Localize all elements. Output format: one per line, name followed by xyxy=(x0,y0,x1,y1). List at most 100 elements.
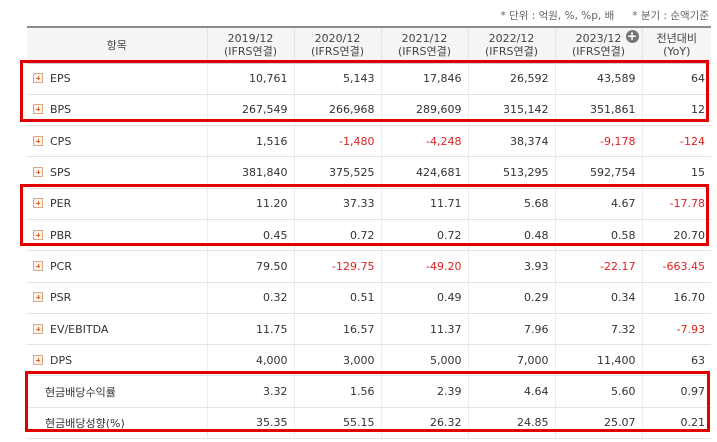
table-row: BPS 267,549 266,968 289,609 315,142 351,861 12 xyxy=(27,94,711,127)
cell-value: 55.15 xyxy=(293,407,381,440)
row-label-text: BPS xyxy=(50,103,72,117)
cell-value: 11,400 xyxy=(554,344,642,377)
expand-plus-icon[interactable] xyxy=(33,229,43,240)
cell-value: 25.07 xyxy=(554,407,642,440)
cell-value: 16.57 xyxy=(293,313,381,346)
column-header-item: 항목 xyxy=(27,26,207,64)
table-row: PER 11.20 37.33 11.71 5.68 4.67 -17.78 xyxy=(27,188,711,220)
expand-plus-icon[interactable] xyxy=(33,198,43,209)
expand-plus-icon[interactable] xyxy=(33,73,43,84)
cell-value: 16.70 xyxy=(641,282,711,314)
cell-value: 381,840 xyxy=(206,156,294,189)
cell-value: -22.17 xyxy=(554,250,642,283)
expand-plus-icon[interactable] xyxy=(33,104,43,115)
cell-value: 12 xyxy=(641,94,711,127)
cell-value: 424,681 xyxy=(380,156,468,189)
column-header-2021: 2021/12 (IFRS연결) xyxy=(380,26,468,64)
table-header-row: 항목 2019/12 (IFRS연결) 2020/12 (IFRS연결) 2021/… xyxy=(27,26,711,64)
cell-value: 37.33 xyxy=(293,188,381,220)
column-header-2022: 2022/12 (IFRS연결) xyxy=(467,26,555,64)
cell-value: 315,142 xyxy=(467,94,555,127)
cell-value: 0.97 xyxy=(641,375,711,408)
expand-plus-icon[interactable] xyxy=(33,292,43,303)
cell-value: 15 xyxy=(641,156,711,189)
row-label[interactable]: PBR xyxy=(27,219,207,252)
row-label-text: EV/EBITDA xyxy=(50,322,109,336)
cell-value: 289,609 xyxy=(380,94,468,127)
cell-value: 2.39 xyxy=(380,375,468,408)
row-label[interactable]: CPS xyxy=(27,125,207,158)
cell-value: 0.45 xyxy=(206,219,294,252)
cell-value: 11.75 xyxy=(206,313,294,346)
row-label[interactable]: PER xyxy=(27,188,207,220)
cell-value: 0.49 xyxy=(380,282,468,314)
expand-plus-icon[interactable] xyxy=(33,354,43,365)
cell-value: 20.70 xyxy=(641,219,711,252)
column-header-2023: 2023/12 (IFRS연결) + xyxy=(554,26,642,64)
cell-value: 375,525 xyxy=(293,156,381,189)
cell-value: 11.37 xyxy=(380,313,468,346)
cell-value: 5.68 xyxy=(467,188,555,220)
cell-value: 0.21 xyxy=(641,407,711,440)
cell-value: 267,549 xyxy=(206,94,294,127)
cell-value: 351,861 xyxy=(554,94,642,127)
column-header-2019: 2019/12 (IFRS연결) xyxy=(206,26,294,64)
cell-value: 26,592 xyxy=(467,63,555,95)
table-row: PSR 0.32 0.51 0.49 0.29 0.34 16.70 xyxy=(27,282,711,314)
cell-value: 35.35 xyxy=(206,407,294,440)
table-row: EPS 10,761 5,143 17,846 26,592 43,589 64 xyxy=(27,63,711,95)
cell-value: -49.20 xyxy=(380,250,468,283)
cell-value: 3.93 xyxy=(467,250,555,283)
quarter-note: * 분기 : 순액기준 xyxy=(632,10,709,22)
cell-value: -4,248 xyxy=(380,125,468,158)
row-label-text: PBR xyxy=(50,228,72,242)
expand-plus-icon[interactable] xyxy=(33,167,43,178)
expand-plus-icon[interactable] xyxy=(33,260,43,271)
cell-value: 24.85 xyxy=(467,407,555,440)
cell-value: -7.93 xyxy=(641,313,711,346)
expand-plus-icon[interactable] xyxy=(33,135,43,146)
cell-value: 0.72 xyxy=(293,219,381,252)
table-row: PCR 79.50 -129.75 -49.20 3.93 -22.17 -663.45 xyxy=(27,250,711,283)
unit-note: * 단위 : 억원, %, %p, 배 xyxy=(500,10,615,22)
cell-value: 4,000 xyxy=(206,344,294,377)
cell-value: 1.56 xyxy=(293,375,381,408)
row-label[interactable]: EPS xyxy=(27,63,207,95)
cell-value: -663.45 xyxy=(641,250,711,283)
row-label-text: DPS xyxy=(50,353,73,367)
add-column-icon[interactable]: + xyxy=(625,29,639,43)
cell-value: -9,178 xyxy=(554,125,642,158)
cell-value: 0.72 xyxy=(380,219,468,252)
cell-value: 3,000 xyxy=(293,344,381,377)
cell-value: 3.32 xyxy=(206,375,294,408)
row-label[interactable]: PCR xyxy=(27,250,207,283)
cell-value: 4.67 xyxy=(554,188,642,220)
row-label-text: EPS xyxy=(50,72,71,86)
cell-value: 5.60 xyxy=(554,375,642,408)
cell-value: 513,295 xyxy=(467,156,555,189)
table-row: EV/EBITDA 11.75 16.57 11.37 7.96 7.32 -7.93 xyxy=(27,313,711,346)
row-label[interactable]: PSR xyxy=(27,282,207,314)
cell-value: 11.71 xyxy=(380,188,468,220)
row-label[interactable]: DPS xyxy=(27,344,207,377)
row-label-text: PSR xyxy=(50,291,72,305)
cell-value: 1,516 xyxy=(206,125,294,158)
cell-value: -129.75 xyxy=(293,250,381,283)
column-header-2020: 2020/12 (IFRS연결) xyxy=(293,26,381,64)
row-label: 현금배당수익률 xyxy=(27,375,207,408)
row-label[interactable]: EV/EBITDA xyxy=(27,313,207,346)
row-label: 현금배당성향(%) xyxy=(27,407,207,440)
table-notes: * 단위 : 억원, %, %p, 배 * 분기 : 순액기준 xyxy=(500,8,709,23)
cell-value: 7.32 xyxy=(554,313,642,346)
cell-value: 0.48 xyxy=(467,219,555,252)
row-label-text: SPS xyxy=(50,166,71,180)
cell-value: 0.58 xyxy=(554,219,642,252)
row-label[interactable]: BPS xyxy=(27,94,207,127)
cell-value: 79.50 xyxy=(206,250,294,283)
row-label-text: PCR xyxy=(50,259,72,273)
cell-value: 0.32 xyxy=(206,282,294,314)
expand-plus-icon[interactable] xyxy=(33,323,43,334)
cell-value: 10,761 xyxy=(206,63,294,95)
row-label[interactable]: SPS xyxy=(27,156,207,189)
cell-value: -124 xyxy=(641,125,711,158)
